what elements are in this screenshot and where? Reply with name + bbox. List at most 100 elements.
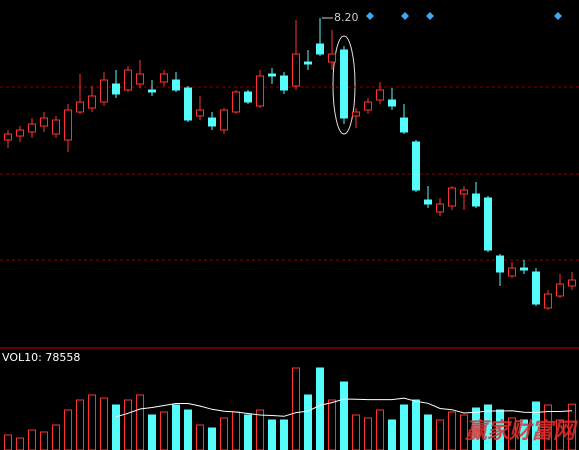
volume-bar [16, 437, 24, 450]
volume-bar [112, 404, 120, 450]
volume-bar [52, 424, 60, 450]
volume-bar [364, 417, 372, 450]
volume-bar [532, 401, 540, 450]
volume-bar [484, 404, 492, 450]
candle-body [64, 109, 72, 141]
volume-bar [88, 394, 96, 450]
highlight-ellipse [332, 35, 356, 135]
candle-body [244, 91, 252, 103]
volume-label-value: 78558 [45, 351, 80, 364]
volume-bar [352, 414, 360, 450]
volume-bar [280, 419, 288, 450]
volume-bar [76, 399, 84, 450]
volume-bar [220, 417, 228, 450]
candle-body [184, 87, 192, 121]
event-marker [401, 12, 409, 20]
volume-bar [136, 394, 144, 450]
candle-body [472, 193, 480, 207]
volume-bar [508, 417, 516, 450]
candle-body [328, 53, 336, 63]
candle-body [304, 61, 312, 65]
volume-bar [208, 427, 216, 450]
event-marker [426, 12, 434, 20]
event-markers [366, 12, 562, 20]
volume-bar [172, 404, 180, 450]
volume-bar [328, 399, 336, 450]
candle-body [52, 119, 60, 135]
candle-body [196, 109, 204, 117]
volume-bar [556, 419, 564, 450]
candle-body [400, 117, 408, 133]
volume-bar [148, 414, 156, 450]
volume-bar [436, 419, 444, 450]
volume-bar [316, 367, 324, 450]
candle-body [388, 99, 396, 107]
volume-bar [268, 419, 276, 450]
candle-body [508, 267, 516, 277]
candle-body [232, 91, 240, 113]
candle-body [496, 255, 504, 273]
volume-bar [292, 367, 300, 450]
volume-bar [496, 409, 504, 450]
candle-body [136, 73, 144, 85]
candle-body [100, 79, 108, 103]
volume-bar [244, 414, 252, 450]
candle-body [316, 43, 324, 55]
candle-body [556, 283, 564, 297]
volume-bar [256, 409, 264, 450]
event-marker [554, 12, 562, 20]
volume-bar [4, 434, 12, 450]
candle-body [424, 199, 432, 205]
volume-bar [376, 409, 384, 450]
volume-ma-line [115, 397, 573, 418]
volume-bar [28, 429, 36, 450]
candle-body [280, 75, 288, 91]
watermark: 赢家财富网 [464, 418, 578, 444]
candle-body [28, 123, 36, 133]
volume-bar [184, 409, 192, 450]
volume-bar [304, 394, 312, 450]
candle-body [568, 279, 576, 287]
candle-body [112, 83, 120, 95]
candle-body [340, 49, 348, 119]
volume-bar [412, 399, 420, 450]
event-marker [366, 12, 374, 20]
volume-bar [424, 414, 432, 450]
candle-body [532, 271, 540, 305]
candle-body [256, 75, 264, 107]
volume-bar [400, 404, 408, 450]
volume-bar [124, 399, 132, 450]
volume-bar [544, 404, 552, 450]
candle-body [16, 129, 24, 137]
candle-body [460, 189, 468, 195]
candle-body [292, 53, 300, 87]
candle-body [544, 293, 552, 309]
candle-body [160, 73, 168, 83]
volume-label: VOL10: 78558 [2, 351, 80, 364]
candle-body [148, 89, 156, 93]
candle-body [88, 95, 96, 109]
volume-bar [460, 414, 468, 450]
candle-body [268, 73, 276, 77]
candle-body [40, 117, 48, 127]
volume-bar [388, 419, 396, 450]
volume-bar [520, 419, 528, 450]
candle-body [364, 101, 372, 111]
candle-body [172, 79, 180, 91]
candle-body [124, 69, 132, 91]
volume-bar [340, 381, 348, 450]
candle-body [484, 197, 492, 251]
volume-bar [472, 407, 480, 450]
candle-body [448, 187, 456, 207]
volume-bar [160, 411, 168, 450]
candle-body [436, 203, 444, 213]
volume-bar [448, 411, 456, 450]
candle-body [4, 133, 12, 141]
candle-body [520, 267, 528, 271]
candle-body [376, 89, 384, 101]
candle-body [76, 101, 84, 113]
candle-body [208, 117, 216, 127]
